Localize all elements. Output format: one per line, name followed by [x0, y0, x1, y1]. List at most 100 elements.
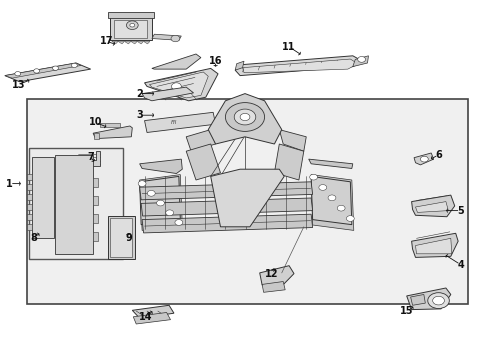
Polygon shape [144, 41, 150, 44]
Circle shape [72, 63, 77, 68]
Polygon shape [411, 294, 425, 305]
Circle shape [15, 72, 21, 76]
Polygon shape [78, 151, 100, 166]
Circle shape [234, 109, 256, 125]
Polygon shape [140, 176, 180, 225]
Polygon shape [32, 157, 54, 238]
Polygon shape [5, 63, 81, 78]
Polygon shape [132, 305, 174, 318]
Polygon shape [112, 41, 118, 44]
Bar [27, 194, 32, 200]
Circle shape [428, 293, 449, 309]
Text: 9: 9 [125, 233, 132, 243]
Text: 17: 17 [100, 36, 114, 46]
Circle shape [52, 66, 58, 70]
Polygon shape [110, 14, 152, 40]
Polygon shape [140, 175, 182, 230]
Circle shape [328, 195, 336, 201]
Bar [27, 224, 32, 230]
Circle shape [358, 57, 366, 62]
Bar [94, 133, 99, 139]
Circle shape [34, 69, 40, 73]
Circle shape [337, 205, 345, 211]
Bar [27, 184, 32, 190]
Circle shape [130, 23, 135, 27]
Polygon shape [309, 159, 353, 168]
Polygon shape [110, 218, 132, 257]
Bar [93, 178, 98, 187]
Text: 5: 5 [457, 206, 464, 216]
Text: 11: 11 [282, 42, 296, 52]
Polygon shape [108, 216, 135, 259]
Polygon shape [131, 41, 137, 44]
Text: 2: 2 [136, 89, 143, 99]
Polygon shape [260, 266, 294, 286]
Circle shape [319, 185, 327, 190]
Text: 16: 16 [209, 56, 222, 66]
Text: 7: 7 [87, 152, 94, 162]
Polygon shape [140, 182, 313, 200]
Polygon shape [211, 169, 284, 227]
Polygon shape [311, 176, 352, 225]
Polygon shape [152, 34, 181, 40]
Bar [93, 214, 98, 223]
Text: 13: 13 [12, 80, 25, 90]
Polygon shape [311, 175, 354, 230]
Polygon shape [114, 20, 147, 38]
Polygon shape [412, 233, 458, 257]
Circle shape [433, 296, 444, 305]
Polygon shape [149, 72, 208, 98]
Polygon shape [416, 202, 448, 212]
Polygon shape [416, 238, 452, 254]
Text: 10: 10 [89, 117, 102, 127]
Polygon shape [243, 59, 358, 73]
Polygon shape [133, 312, 171, 324]
Polygon shape [414, 153, 434, 165]
Polygon shape [208, 94, 282, 144]
Polygon shape [55, 155, 93, 254]
Circle shape [156, 200, 164, 206]
Polygon shape [279, 130, 306, 151]
Text: 8: 8 [30, 233, 37, 243]
Polygon shape [141, 198, 313, 216]
Polygon shape [353, 56, 368, 67]
Circle shape [172, 83, 181, 90]
Circle shape [126, 21, 138, 30]
Bar [27, 204, 32, 210]
Circle shape [175, 220, 183, 225]
Circle shape [420, 156, 428, 162]
Polygon shape [108, 12, 154, 18]
Bar [93, 232, 98, 241]
Polygon shape [142, 214, 313, 233]
Polygon shape [235, 56, 363, 76]
Polygon shape [274, 144, 304, 180]
Text: 15: 15 [400, 306, 414, 316]
Polygon shape [186, 130, 216, 151]
Polygon shape [140, 159, 182, 174]
Text: 4: 4 [457, 260, 464, 270]
Bar [29, 148, 122, 259]
Text: 6: 6 [435, 150, 442, 160]
Bar [27, 214, 32, 220]
Text: 12: 12 [265, 269, 279, 279]
Polygon shape [93, 126, 132, 139]
Polygon shape [235, 61, 244, 70]
Bar [27, 174, 32, 180]
Text: FII: FII [171, 120, 177, 125]
Polygon shape [137, 41, 144, 44]
Polygon shape [145, 112, 216, 132]
Circle shape [138, 181, 146, 186]
Polygon shape [5, 63, 91, 82]
Polygon shape [186, 144, 220, 180]
Bar [100, 123, 120, 127]
Bar [27, 99, 468, 304]
Polygon shape [118, 41, 124, 44]
Circle shape [225, 103, 265, 131]
Polygon shape [262, 282, 285, 292]
Polygon shape [124, 41, 131, 44]
Text: 1: 1 [6, 179, 13, 189]
Polygon shape [145, 68, 218, 101]
Polygon shape [152, 54, 201, 69]
Circle shape [240, 113, 250, 121]
Polygon shape [412, 195, 455, 217]
